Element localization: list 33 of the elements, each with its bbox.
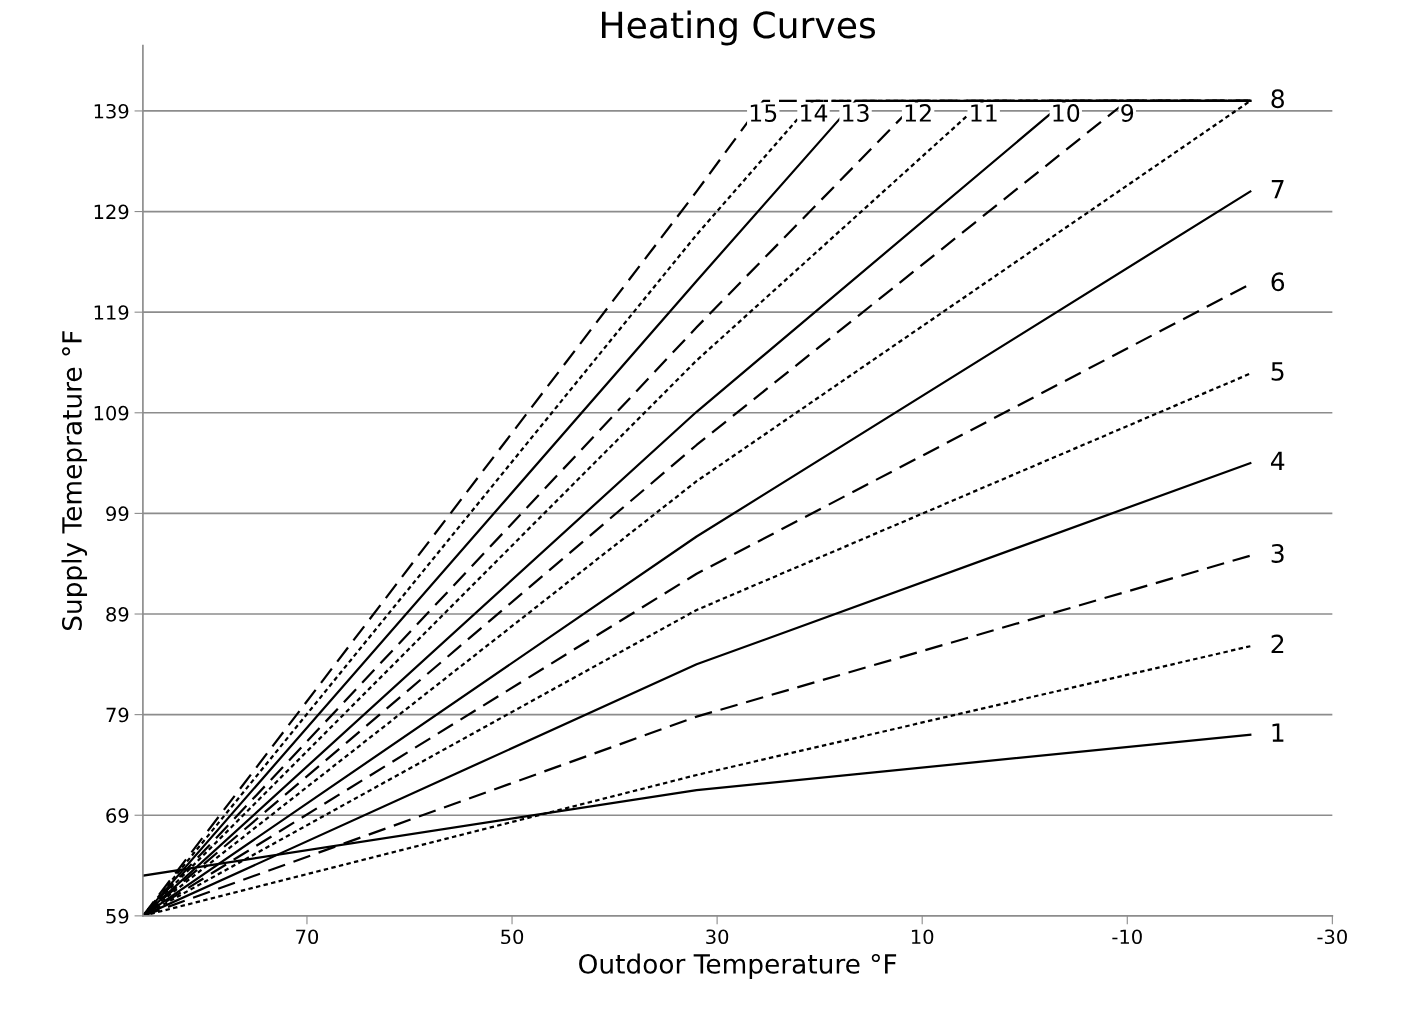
x-tick-label: -10 <box>1112 929 1142 945</box>
series-label: 5 <box>1271 362 1284 381</box>
x-axis-title: Outdoor Temperature °F <box>579 953 897 979</box>
x-tick-label: 70 <box>296 929 319 945</box>
series-label: 13 <box>843 104 869 122</box>
series-label: 3 <box>1271 544 1284 563</box>
series-label: 11 <box>971 104 997 122</box>
y-axis-title: Supply Temeprature °F <box>61 331 88 631</box>
x-tick-label: 10 <box>911 929 934 945</box>
series-label: 4 <box>1270 451 1285 470</box>
y-tick-label: 139 <box>94 103 129 119</box>
x-tick-label: -30 <box>1317 929 1347 945</box>
y-tick-label: 79 <box>106 707 129 723</box>
y-tick-label: 119 <box>94 305 129 320</box>
x-tick-label: 30 <box>706 929 729 945</box>
series-label: 10 <box>1053 104 1080 122</box>
series-label: 2 <box>1271 634 1284 654</box>
x-tick-label: 50 <box>501 929 524 945</box>
series-label: 9 <box>1121 104 1134 122</box>
series-label: 1 <box>1272 723 1284 742</box>
y-tick-label: 89 <box>106 606 129 622</box>
y-tick-label: 59 <box>106 908 129 924</box>
series-label: 8 <box>1271 89 1284 109</box>
y-tick-label: 129 <box>94 204 129 220</box>
series-label: 6 <box>1271 272 1285 292</box>
y-tick-label: 69 <box>106 808 129 823</box>
chart-title: Heating Curves <box>602 10 876 46</box>
series-label: 14 <box>801 104 828 122</box>
series-label: 15 <box>750 104 777 122</box>
y-tick-label: 99 <box>106 506 129 522</box>
series-label: 12 <box>905 104 931 122</box>
series-label: 7 <box>1271 180 1284 199</box>
y-tick-label: 109 <box>94 405 129 421</box>
